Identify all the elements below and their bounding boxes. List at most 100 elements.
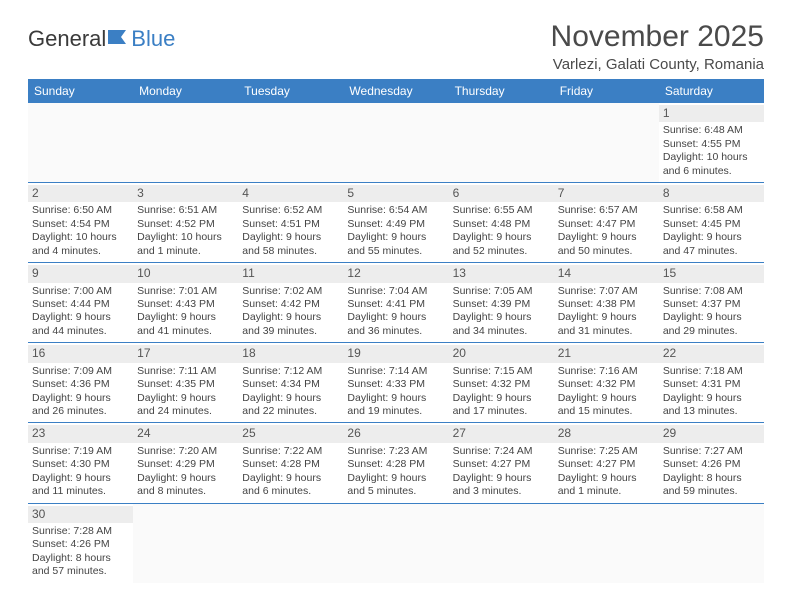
day-number: 1 (659, 105, 764, 122)
sunrise-text: Sunrise: 7:18 AM (663, 365, 760, 378)
d1-text: Daylight: 9 hours (558, 311, 655, 324)
sunset-text: Sunset: 4:54 PM (32, 218, 129, 231)
day-number: 7 (554, 185, 659, 202)
d2-text: and 34 minutes. (453, 325, 550, 338)
d1-text: Daylight: 9 hours (242, 231, 339, 244)
title-block: November 2025 Varlezi, Galati County, Ro… (551, 20, 764, 73)
sunset-text: Sunset: 4:43 PM (137, 298, 234, 311)
d2-text: and 1 minute. (558, 485, 655, 498)
d2-text: and 8 minutes. (137, 485, 234, 498)
logo-text-general: General (28, 26, 106, 52)
day-cell: 26Sunrise: 7:23 AMSunset: 4:28 PMDayligh… (343, 423, 448, 502)
day-cell (554, 504, 659, 583)
logo-text-blue: Blue (131, 26, 175, 52)
d2-text: and 13 minutes. (663, 405, 760, 418)
d2-text: and 6 minutes. (242, 485, 339, 498)
sunset-text: Sunset: 4:26 PM (32, 538, 129, 551)
d1-text: Daylight: 9 hours (453, 472, 550, 485)
flag-icon (108, 26, 130, 52)
sunrise-text: Sunrise: 7:24 AM (453, 445, 550, 458)
day-cell (449, 103, 554, 182)
sunset-text: Sunset: 4:55 PM (663, 138, 760, 151)
sunrise-text: Sunrise: 7:14 AM (347, 365, 444, 378)
sunset-text: Sunset: 4:28 PM (242, 458, 339, 471)
d1-text: Daylight: 9 hours (32, 472, 129, 485)
header: General Blue November 2025 Varlezi, Gala… (28, 20, 764, 73)
d1-text: Daylight: 9 hours (137, 311, 234, 324)
d2-text: and 15 minutes. (558, 405, 655, 418)
d2-text: and 41 minutes. (137, 325, 234, 338)
sunrise-text: Sunrise: 6:55 AM (453, 204, 550, 217)
sunrise-text: Sunrise: 7:04 AM (347, 285, 444, 298)
sunrise-text: Sunrise: 7:12 AM (242, 365, 339, 378)
day-cell: 6Sunrise: 6:55 AMSunset: 4:48 PMDaylight… (449, 183, 554, 262)
day-number: 11 (238, 265, 343, 282)
day-number: 22 (659, 345, 764, 362)
day-cell (28, 103, 133, 182)
day-number: 26 (343, 425, 448, 442)
day-cell: 29Sunrise: 7:27 AMSunset: 4:26 PMDayligh… (659, 423, 764, 502)
sunset-text: Sunset: 4:26 PM (663, 458, 760, 471)
day-cell: 7Sunrise: 6:57 AMSunset: 4:47 PMDaylight… (554, 183, 659, 262)
sunset-text: Sunset: 4:37 PM (663, 298, 760, 311)
sunset-text: Sunset: 4:44 PM (32, 298, 129, 311)
sunset-text: Sunset: 4:34 PM (242, 378, 339, 391)
day-cell: 25Sunrise: 7:22 AMSunset: 4:28 PMDayligh… (238, 423, 343, 502)
d1-text: Daylight: 9 hours (453, 311, 550, 324)
sunset-text: Sunset: 4:33 PM (347, 378, 444, 391)
d1-text: Daylight: 9 hours (242, 311, 339, 324)
sunset-text: Sunset: 4:32 PM (453, 378, 550, 391)
sunrise-text: Sunrise: 7:09 AM (32, 365, 129, 378)
week-row: 9Sunrise: 7:00 AMSunset: 4:44 PMDaylight… (28, 263, 764, 343)
day-cell (238, 504, 343, 583)
day-number: 17 (133, 345, 238, 362)
calendar-body: 1 Sunrise: 6:48 AMSunset: 4:55 PM Daylight… (28, 103, 764, 583)
day-cell: 14Sunrise: 7:07 AMSunset: 4:38 PMDayligh… (554, 263, 659, 342)
day-header: Sunday (28, 79, 133, 103)
day-number: 21 (554, 345, 659, 362)
day-number: 5 (343, 185, 448, 202)
day-cell: 13Sunrise: 7:05 AMSunset: 4:39 PMDayligh… (449, 263, 554, 342)
d1-text: Daylight: 9 hours (242, 472, 339, 485)
day-cell: 23Sunrise: 7:19 AMSunset: 4:30 PMDayligh… (28, 423, 133, 502)
d2-text: and 5 minutes. (347, 485, 444, 498)
d1-text: Daylight: 9 hours (453, 392, 550, 405)
day-number: 9 (28, 265, 133, 282)
day-cell: 28Sunrise: 7:25 AMSunset: 4:27 PMDayligh… (554, 423, 659, 502)
sunrise-text: Sunrise: 7:05 AM (453, 285, 550, 298)
day-cell: 1Sunrise: 6:48 AMSunset: 4:55 PMDaylight… (659, 103, 764, 182)
sunrise-text: Sunrise: 7:07 AM (558, 285, 655, 298)
day-header: Tuesday (238, 79, 343, 103)
d2-text: and 24 minutes. (137, 405, 234, 418)
sunset-text: Sunset: 4:32 PM (558, 378, 655, 391)
sunset-text: Sunset: 4:52 PM (137, 218, 234, 231)
sunrise-text: Sunrise: 7:22 AM (242, 445, 339, 458)
d2-text: and 36 minutes. (347, 325, 444, 338)
week-row: 23Sunrise: 7:19 AMSunset: 4:30 PMDayligh… (28, 423, 764, 503)
sunrise-text: Sunrise: 6:51 AM (137, 204, 234, 217)
d2-text: and 58 minutes. (242, 245, 339, 258)
week-row: 2Sunrise: 6:50 AMSunset: 4:54 PMDaylight… (28, 183, 764, 263)
day-cell: 16Sunrise: 7:09 AMSunset: 4:36 PMDayligh… (28, 343, 133, 422)
d1-text: Daylight: 9 hours (663, 392, 760, 405)
sunset-text: Sunset: 4:27 PM (558, 458, 655, 471)
sunset-text: Sunset: 4:47 PM (558, 218, 655, 231)
sunrise-text: Sunrise: 7:28 AM (32, 525, 129, 538)
day-cell: 24Sunrise: 7:20 AMSunset: 4:29 PMDayligh… (133, 423, 238, 502)
sunrise-text: Sunrise: 7:11 AM (137, 365, 234, 378)
sunrise-text: Sunrise: 7:15 AM (453, 365, 550, 378)
sunrise-text: Sunrise: 6:48 AM (663, 124, 760, 137)
d2-text: and 4 minutes. (32, 245, 129, 258)
sunrise-text: Sunrise: 7:08 AM (663, 285, 760, 298)
d2-text: and 47 minutes. (663, 245, 760, 258)
d1-text: Daylight: 9 hours (558, 392, 655, 405)
d1-text: Daylight: 9 hours (32, 311, 129, 324)
day-cell: 12Sunrise: 7:04 AMSunset: 4:41 PMDayligh… (343, 263, 448, 342)
day-number: 6 (449, 185, 554, 202)
d1-text: Daylight: 9 hours (347, 231, 444, 244)
sunrise-text: Sunrise: 6:54 AM (347, 204, 444, 217)
sunset-text: Sunset: 4:41 PM (347, 298, 444, 311)
sunset-text: Sunset: 4:48 PM (453, 218, 550, 231)
d2-text: and 52 minutes. (453, 245, 550, 258)
d1-text: Daylight: 8 hours (663, 472, 760, 485)
